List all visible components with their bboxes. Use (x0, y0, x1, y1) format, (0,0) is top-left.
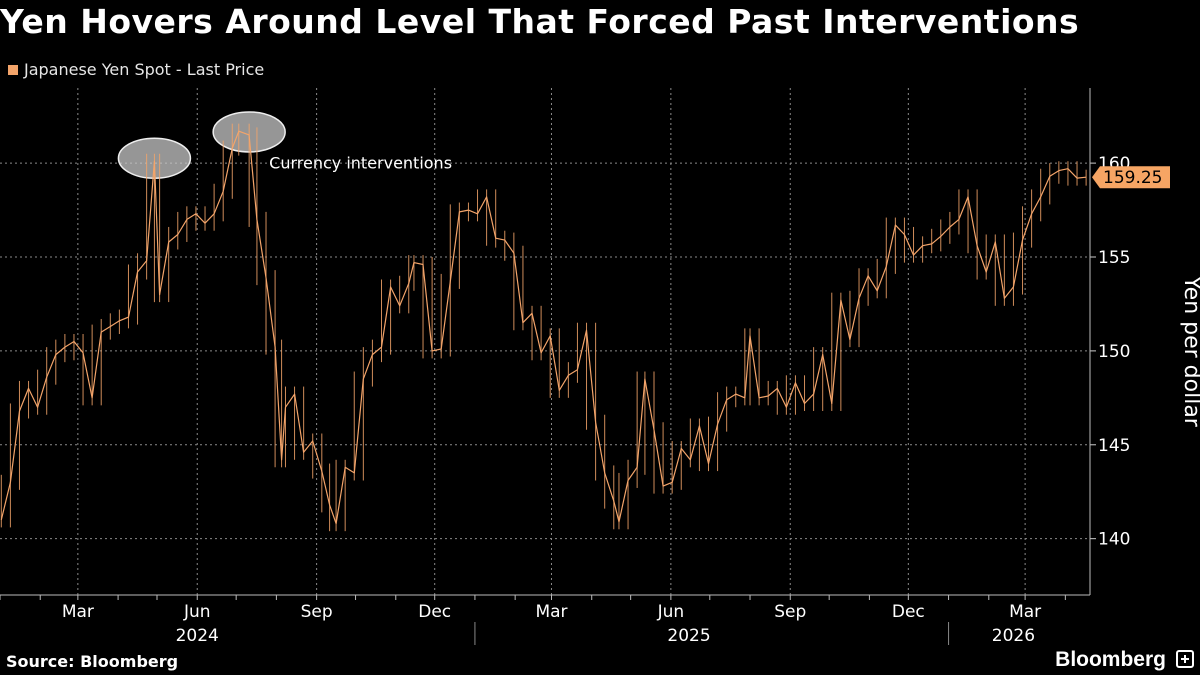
bloomberg-logo: Bloomberg (1055, 648, 1166, 671)
series-line (0, 130, 1087, 525)
x-tick-label: Jun (183, 602, 211, 622)
chart-title: Yen Hovers Around Level That Forced Past… (0, 2, 1080, 41)
year-label: 2025 (667, 626, 710, 646)
x-tick-label: Mar (1009, 602, 1041, 622)
legend-label: Japanese Yen Spot - Last Price (24, 60, 265, 79)
year-label: 2026 (992, 626, 1035, 646)
x-tick-label: Mar (535, 602, 567, 622)
x-tick-label: Sep (301, 602, 333, 622)
y-tick-label: 145 (1098, 436, 1130, 456)
y-axis-title: Yen per dollar (1179, 275, 1200, 428)
series-layer (0, 123, 1087, 532)
y-tick-label: 155 (1098, 248, 1130, 268)
legend-swatch (8, 64, 18, 75)
x-tick-label: Mar (62, 602, 94, 622)
x-tick-label: Dec (892, 602, 925, 622)
bloomberg-plus-icon (1176, 650, 1194, 668)
y-tick-label: 150 (1098, 342, 1130, 362)
x-tick-label: Jun (657, 602, 685, 622)
source-note: Source: Bloomberg (6, 652, 179, 671)
legend: Japanese Yen Spot - Last Price (8, 60, 264, 79)
last-value-badge (1092, 166, 1170, 189)
last-value-label: 159.25 (1103, 168, 1162, 188)
annotation-label: Currency interventions (269, 154, 452, 173)
year-label: 2024 (176, 626, 219, 646)
y-tick-label: 140 (1098, 530, 1130, 550)
x-tick-label: Sep (774, 602, 806, 622)
intervention-annotations: Currency interventions (117, 111, 452, 179)
x-tick-label: Dec (418, 602, 451, 622)
